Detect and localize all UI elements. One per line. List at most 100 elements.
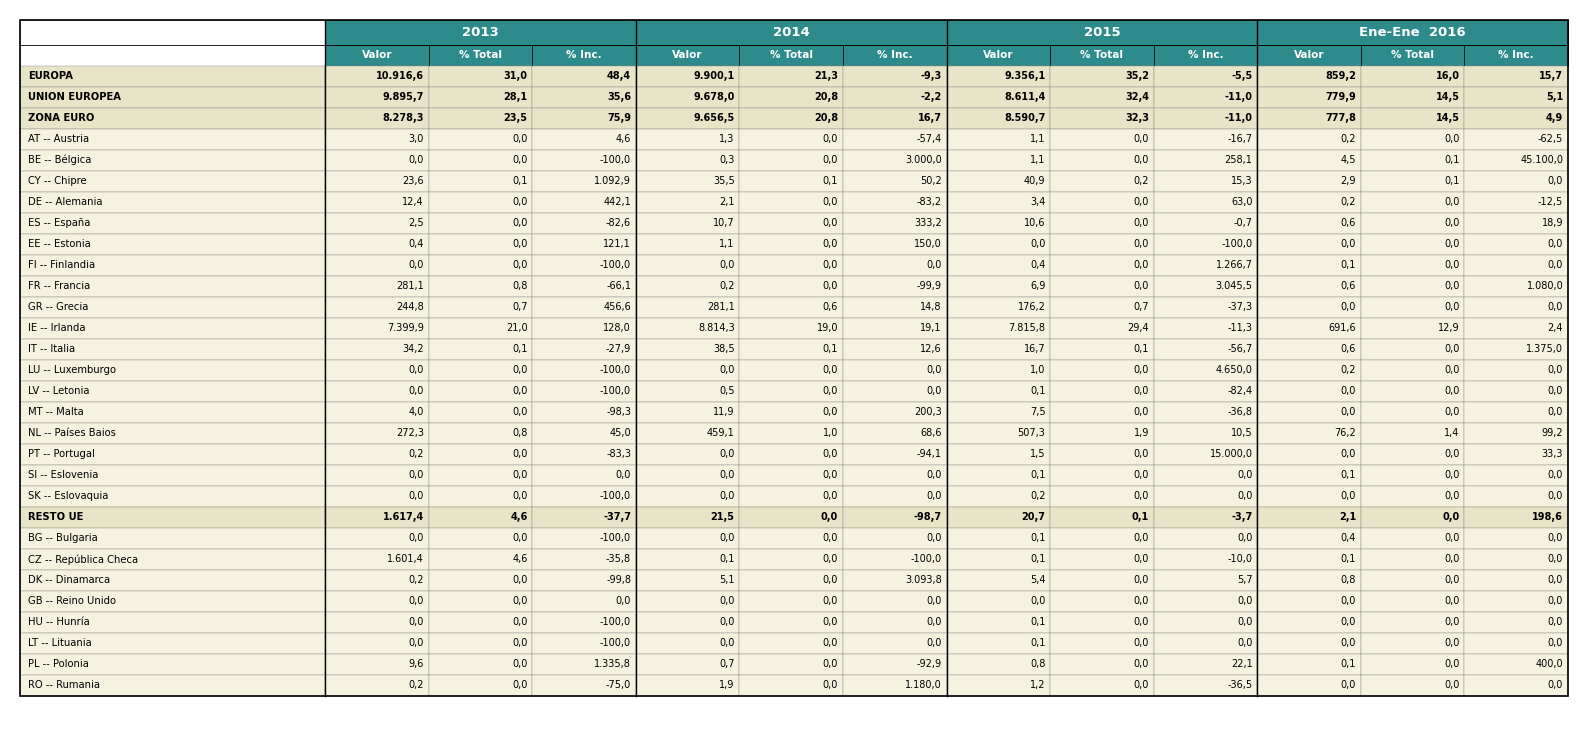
Text: % Inc.: % Inc. bbox=[876, 50, 913, 60]
Text: -100,0: -100,0 bbox=[600, 366, 631, 375]
Text: 34,2: 34,2 bbox=[402, 344, 424, 354]
Bar bbox=[429, 570, 532, 591]
Bar bbox=[1153, 44, 1258, 66]
Bar bbox=[532, 444, 636, 465]
Bar bbox=[21, 297, 326, 317]
Text: 0,1: 0,1 bbox=[1030, 534, 1046, 543]
Text: 0,2: 0,2 bbox=[1340, 366, 1356, 375]
Bar bbox=[532, 570, 636, 591]
Text: 0,1: 0,1 bbox=[823, 176, 838, 186]
Text: 0,0: 0,0 bbox=[927, 491, 941, 501]
Bar bbox=[739, 507, 843, 528]
Bar bbox=[532, 255, 636, 276]
Text: 0,0: 0,0 bbox=[1444, 281, 1460, 292]
Bar bbox=[636, 192, 739, 212]
Text: 0,2: 0,2 bbox=[1133, 176, 1149, 186]
Text: 0,0: 0,0 bbox=[1444, 471, 1460, 480]
Bar bbox=[1361, 360, 1465, 381]
Bar bbox=[1361, 423, 1465, 444]
Bar bbox=[739, 486, 843, 507]
Text: 0,0: 0,0 bbox=[1134, 471, 1149, 480]
Bar bbox=[1050, 381, 1153, 402]
Text: 2,1: 2,1 bbox=[720, 197, 734, 207]
Text: 0,0: 0,0 bbox=[1237, 471, 1253, 480]
Text: 0,0: 0,0 bbox=[720, 639, 734, 648]
Bar bbox=[739, 339, 843, 360]
Text: ES -- España: ES -- España bbox=[28, 218, 90, 228]
Bar bbox=[636, 129, 739, 149]
Text: 12,6: 12,6 bbox=[921, 344, 941, 354]
Bar bbox=[326, 612, 429, 633]
Text: 0,0: 0,0 bbox=[1444, 218, 1460, 228]
Bar bbox=[1465, 633, 1568, 654]
Bar bbox=[1050, 149, 1153, 171]
Bar bbox=[532, 402, 636, 423]
Text: 0,0: 0,0 bbox=[408, 596, 424, 606]
Text: 0,0: 0,0 bbox=[408, 617, 424, 628]
Bar bbox=[1465, 675, 1568, 696]
Bar bbox=[1050, 317, 1153, 339]
Bar bbox=[326, 171, 429, 192]
Bar bbox=[429, 276, 532, 297]
Bar bbox=[429, 66, 532, 87]
Text: 244,8: 244,8 bbox=[396, 302, 424, 312]
Bar bbox=[1050, 360, 1153, 381]
Bar bbox=[532, 549, 636, 570]
Text: 10,7: 10,7 bbox=[713, 218, 734, 228]
Bar bbox=[946, 444, 1050, 465]
Bar bbox=[946, 612, 1050, 633]
Text: LU -- Luxemburgo: LU -- Luxemburgo bbox=[28, 366, 115, 375]
Text: 0,0: 0,0 bbox=[1134, 639, 1149, 648]
Bar bbox=[1153, 276, 1258, 297]
Text: 35,5: 35,5 bbox=[713, 176, 734, 186]
Text: 20,7: 20,7 bbox=[1022, 512, 1046, 522]
Bar bbox=[21, 171, 326, 192]
Bar bbox=[21, 633, 326, 654]
Text: PL -- Polonia: PL -- Polonia bbox=[28, 659, 89, 670]
Bar bbox=[326, 44, 429, 66]
Bar bbox=[532, 339, 636, 360]
Text: 0,0: 0,0 bbox=[513, 471, 527, 480]
Bar bbox=[21, 381, 326, 402]
Bar bbox=[1153, 297, 1258, 317]
Bar bbox=[1050, 528, 1153, 549]
Bar bbox=[1050, 654, 1153, 675]
Bar bbox=[1258, 339, 1361, 360]
Bar bbox=[636, 212, 739, 234]
Text: 0,0: 0,0 bbox=[513, 617, 527, 628]
Text: 0,0: 0,0 bbox=[720, 471, 734, 480]
Text: 0,1: 0,1 bbox=[720, 554, 734, 565]
Text: Valor: Valor bbox=[1294, 50, 1324, 60]
Bar bbox=[21, 612, 326, 633]
Bar bbox=[21, 444, 326, 465]
Text: 0,2: 0,2 bbox=[1030, 491, 1046, 501]
Bar bbox=[739, 66, 843, 87]
Text: 4,6: 4,6 bbox=[511, 512, 527, 522]
Bar bbox=[1153, 507, 1258, 528]
Bar bbox=[636, 44, 739, 66]
Bar bbox=[843, 528, 946, 549]
Bar bbox=[1153, 129, 1258, 149]
Text: 0,0: 0,0 bbox=[927, 596, 941, 606]
Text: -11,0: -11,0 bbox=[1224, 92, 1253, 102]
Bar bbox=[326, 654, 429, 675]
Text: UNION EUROPEA: UNION EUROPEA bbox=[28, 92, 122, 102]
Text: 21,3: 21,3 bbox=[815, 71, 838, 81]
Text: 0,0: 0,0 bbox=[1444, 386, 1460, 397]
Bar bbox=[1050, 507, 1153, 528]
Text: 0,8: 0,8 bbox=[513, 281, 527, 292]
Bar bbox=[739, 317, 843, 339]
Text: 1,1: 1,1 bbox=[720, 239, 734, 249]
Bar bbox=[1153, 465, 1258, 486]
Bar bbox=[532, 633, 636, 654]
Bar bbox=[1258, 149, 1361, 171]
Text: BG -- Bulgaria: BG -- Bulgaria bbox=[28, 534, 98, 543]
Text: -11,0: -11,0 bbox=[1224, 113, 1253, 123]
Text: SI -- Eslovenia: SI -- Eslovenia bbox=[28, 471, 98, 480]
Text: 0,0: 0,0 bbox=[1340, 302, 1356, 312]
Text: 15,3: 15,3 bbox=[1231, 176, 1253, 186]
Bar bbox=[1050, 570, 1153, 591]
Text: 258,1: 258,1 bbox=[1224, 155, 1253, 165]
Bar bbox=[739, 360, 843, 381]
Bar bbox=[843, 444, 946, 465]
